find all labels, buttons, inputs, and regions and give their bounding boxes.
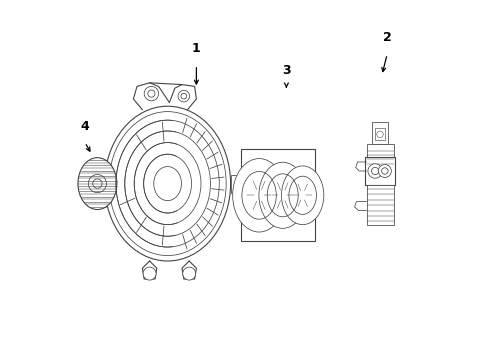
Ellipse shape	[259, 162, 307, 228]
Bar	[365, 157, 395, 185]
Bar	[367, 185, 393, 225]
Bar	[231, 175, 245, 193]
Text: 2: 2	[383, 31, 392, 44]
Text: 3: 3	[282, 64, 291, 77]
Ellipse shape	[281, 166, 324, 225]
Bar	[242, 149, 315, 241]
Circle shape	[377, 131, 383, 138]
Circle shape	[183, 267, 196, 280]
Circle shape	[143, 267, 156, 280]
Text: 4: 4	[80, 120, 89, 132]
Bar	[374, 128, 386, 140]
Circle shape	[148, 90, 155, 97]
Circle shape	[181, 93, 187, 99]
Ellipse shape	[104, 106, 231, 261]
Text: 1: 1	[192, 42, 201, 55]
Circle shape	[378, 165, 392, 177]
Circle shape	[382, 168, 388, 174]
Ellipse shape	[78, 158, 117, 210]
Circle shape	[178, 90, 190, 102]
Bar	[372, 122, 388, 144]
Circle shape	[371, 167, 379, 175]
Circle shape	[144, 86, 159, 101]
Ellipse shape	[233, 158, 286, 232]
Bar	[367, 144, 393, 167]
Circle shape	[368, 164, 382, 178]
